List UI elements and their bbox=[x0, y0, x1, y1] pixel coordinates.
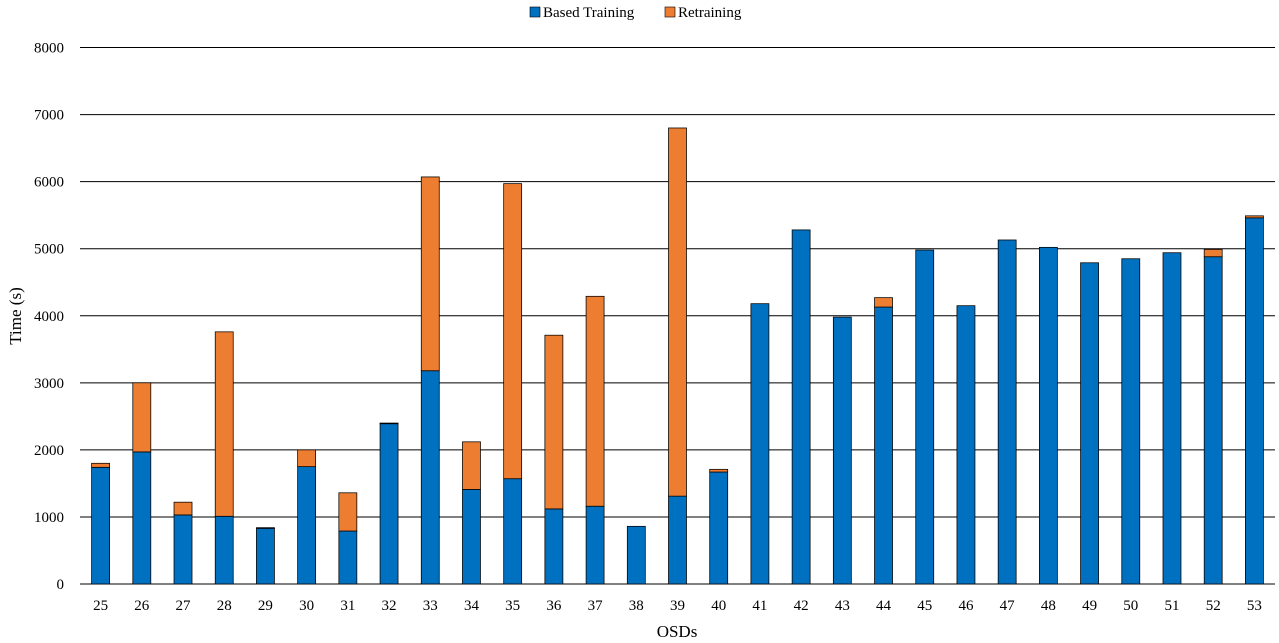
x-tick-label: 44 bbox=[876, 598, 892, 614]
bar-based-training bbox=[544, 508, 564, 585]
x-tick-label: 25 bbox=[93, 598, 108, 614]
bar-based-training bbox=[338, 530, 358, 585]
bar-based-training bbox=[626, 525, 646, 585]
x-tick-label: 37 bbox=[588, 598, 604, 614]
bar-retraining bbox=[709, 468, 729, 473]
x-tick-label: 45 bbox=[917, 598, 932, 614]
legend-swatch-retraining bbox=[664, 6, 676, 18]
x-tick-label: 50 bbox=[1123, 598, 1138, 614]
bar-based-training bbox=[379, 423, 399, 585]
x-tick-label: 46 bbox=[958, 598, 974, 614]
x-tick-label: 27 bbox=[176, 598, 192, 614]
bar-based-training bbox=[997, 239, 1017, 585]
bar-based-training bbox=[709, 471, 729, 585]
bar-retraining bbox=[297, 449, 317, 468]
y-tick-label: 6000 bbox=[34, 175, 64, 191]
legend-label-retraining: Retraining bbox=[678, 5, 742, 21]
bars bbox=[91, 127, 1264, 585]
bar-based-training bbox=[668, 495, 687, 585]
bar-retraining bbox=[544, 334, 564, 510]
y-tick-label: 5000 bbox=[34, 242, 64, 258]
x-tick-label: 33 bbox=[423, 598, 438, 614]
bar-retraining bbox=[91, 462, 110, 468]
bar-based-training bbox=[915, 249, 935, 585]
y-tick-label: 0 bbox=[57, 577, 65, 593]
bar-based-training bbox=[1162, 252, 1182, 585]
x-tick-label: 41 bbox=[752, 598, 767, 614]
y-axis-title: Time (s) bbox=[6, 287, 25, 344]
x-tick-label: 28 bbox=[217, 598, 232, 614]
bar-retraining bbox=[173, 501, 193, 516]
legend-label-based-training: Based Training bbox=[543, 5, 635, 21]
x-tick-label: 39 bbox=[670, 598, 685, 614]
x-tick-label: 42 bbox=[794, 598, 809, 614]
legend: Based Training Retraining bbox=[529, 5, 742, 21]
x-tick-label: 51 bbox=[1164, 598, 1179, 614]
x-tick-label: 29 bbox=[258, 598, 273, 614]
y-axis-ticks: 0 1000 2000 3000 4000 5000 6000 7000 8000 bbox=[34, 41, 64, 594]
y-tick-label: 3000 bbox=[34, 376, 64, 392]
bar-based-training bbox=[585, 505, 605, 585]
y-tick-label: 2000 bbox=[34, 443, 64, 459]
x-tick-label: 48 bbox=[1041, 598, 1056, 614]
y-tick-label: 1000 bbox=[34, 510, 64, 526]
bar-retraining bbox=[132, 382, 152, 453]
bar-retraining bbox=[1203, 248, 1223, 258]
x-axis-title: OSDs bbox=[657, 622, 698, 641]
bar-retraining bbox=[1245, 215, 1264, 219]
bar-based-training bbox=[1121, 258, 1141, 585]
bar-retraining bbox=[462, 441, 481, 490]
bar-based-training bbox=[956, 305, 976, 585]
bar-retraining bbox=[874, 297, 893, 308]
legend-swatch-based-training bbox=[529, 6, 541, 18]
x-tick-label: 43 bbox=[835, 598, 850, 614]
bar-based-training bbox=[1245, 217, 1264, 585]
bar-based-training bbox=[874, 306, 893, 585]
x-tick-label: 47 bbox=[1000, 598, 1016, 614]
bar-based-training bbox=[256, 527, 275, 585]
bar-based-training bbox=[1038, 246, 1058, 585]
bar-retraining bbox=[214, 331, 234, 517]
bar-based-training bbox=[750, 303, 770, 585]
x-tick-label: 36 bbox=[546, 598, 562, 614]
bar-retraining bbox=[585, 295, 605, 507]
x-tick-label: 53 bbox=[1247, 598, 1262, 614]
bar-based-training bbox=[791, 229, 811, 585]
bar-based-training bbox=[462, 489, 481, 585]
bar-based-training bbox=[297, 466, 317, 585]
bar-based-training bbox=[132, 451, 152, 585]
bar-retraining bbox=[668, 127, 687, 497]
x-tick-label: 52 bbox=[1206, 598, 1221, 614]
x-tick-label: 40 bbox=[711, 598, 726, 614]
bar-based-training bbox=[214, 515, 234, 585]
bar-retraining bbox=[503, 183, 523, 480]
x-tick-label: 38 bbox=[629, 598, 644, 614]
bar-retraining bbox=[338, 492, 358, 532]
bar-retraining bbox=[420, 176, 440, 372]
x-tick-label: 32 bbox=[382, 598, 397, 614]
y-tick-label: 8000 bbox=[34, 41, 64, 57]
bar-based-training bbox=[1080, 262, 1099, 585]
x-axis-ticks: 25 26 27 28 29 30 31 32 33 34 35 36 37 38 39 40 41 42 43 44… bbox=[93, 598, 1262, 614]
x-tick-label: 31 bbox=[340, 598, 355, 614]
bar-based-training bbox=[1203, 256, 1223, 585]
bar-based-training bbox=[503, 478, 523, 585]
x-tick-label: 34 bbox=[464, 598, 480, 614]
y-tick-label: 4000 bbox=[34, 309, 64, 325]
x-tick-label: 30 bbox=[299, 598, 314, 614]
x-tick-label: 35 bbox=[505, 598, 520, 614]
bar-based-training bbox=[173, 514, 193, 585]
x-tick-label: 49 bbox=[1082, 598, 1097, 614]
x-tick-label: 26 bbox=[134, 598, 150, 614]
bar-based-training bbox=[420, 370, 440, 585]
bar-retraining bbox=[379, 422, 399, 425]
bar-retraining bbox=[256, 527, 275, 529]
bar-based-training bbox=[91, 466, 110, 585]
bar-based-training bbox=[832, 316, 852, 585]
y-tick-label: 7000 bbox=[34, 108, 64, 124]
